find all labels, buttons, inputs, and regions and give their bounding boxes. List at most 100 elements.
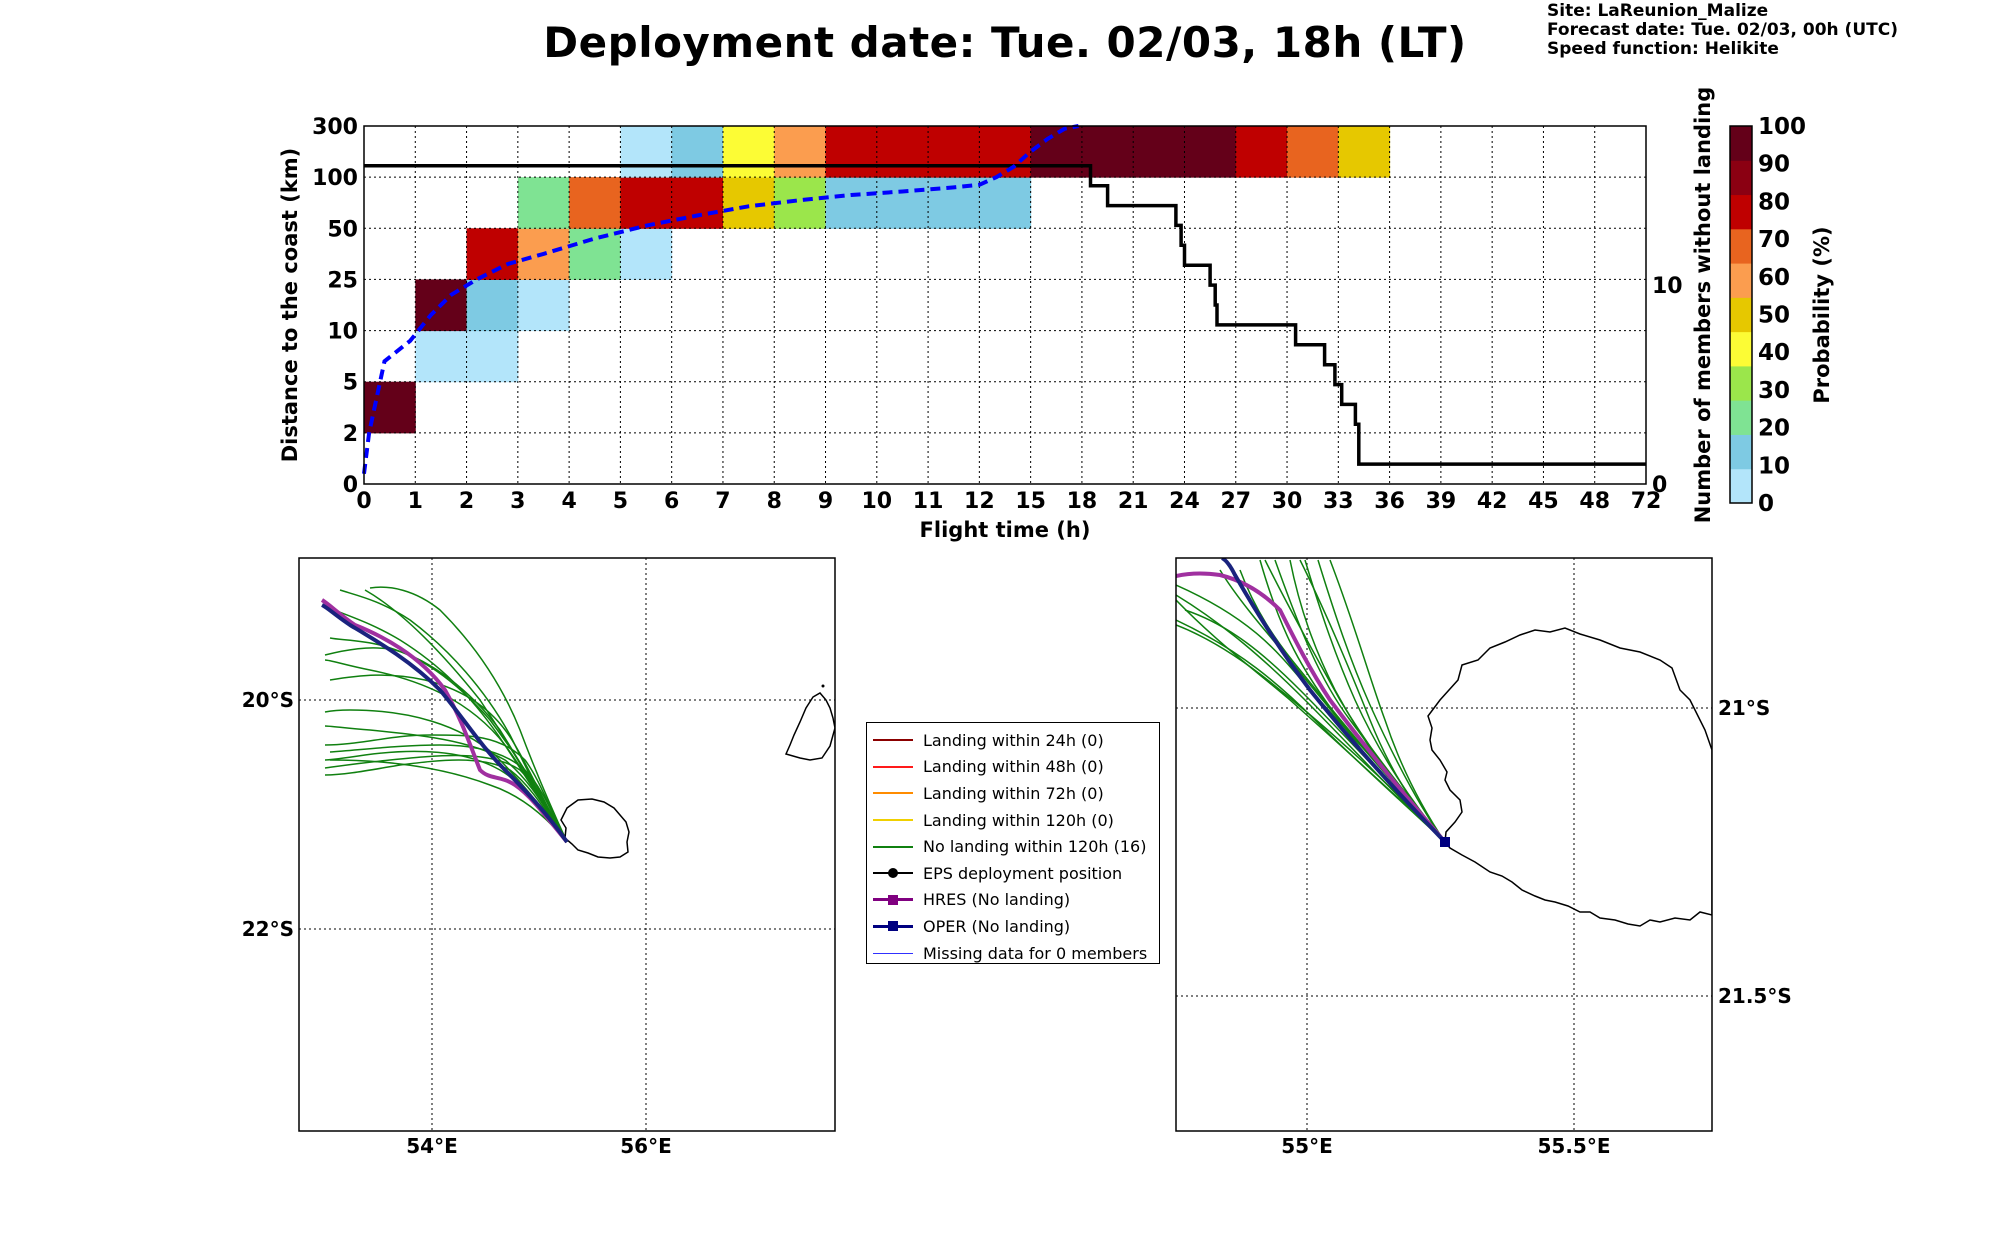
x-tick-label: 42	[1477, 489, 1508, 514]
wide-map-frame	[298, 557, 836, 1132]
heatmap-cell	[1184, 126, 1237, 178]
heatmap-cell	[1287, 126, 1339, 178]
colorbar-segment	[1730, 331, 1752, 367]
legend-entry: OPER (No landing)	[873, 913, 1153, 940]
colorbar-segment	[1730, 263, 1752, 298]
colorbar-ticks: 0 10 20 30 40 50 60 70 80 90 100	[1758, 114, 1806, 517]
y-tick-label: 5	[343, 371, 358, 396]
heatmap-cell	[671, 126, 724, 178]
legend-label: Missing data for 0 members	[923, 943, 1148, 963]
heatmap-cell	[620, 126, 673, 178]
colorbar-segment	[1730, 297, 1752, 333]
heatmap-cell	[466, 330, 519, 383]
heatmap-cell	[466, 279, 519, 332]
x-tick-label: 45	[1528, 489, 1559, 514]
colorbar-tick-label: 10	[1758, 453, 1790, 479]
colorbar-frame	[1729, 125, 1753, 504]
y-tick-label: 300	[312, 115, 358, 140]
forecast-date: Forecast date: Tue. 02/03, 00h (UTC)	[1547, 20, 1898, 40]
legend-label: Landing within 120h (0)	[923, 810, 1114, 830]
colorbar-tick-label: 20	[1758, 416, 1790, 442]
zoom-trajectory-map: 55°E 55.5°E 21°S 21.5°S	[1175, 557, 1792, 1158]
colorbar-segment	[1730, 160, 1752, 196]
right-y-tick-label: 10	[1652, 274, 1683, 299]
heatmap-x-ticks: 0 1 2 3 4 5 6 7 8 9 10 11 12 15 18 21 24 27 30 33 36 39 42 45 48…	[356, 489, 1661, 514]
x-axis-label: Flight time (h)	[920, 518, 1091, 542]
legend-label: HRES (No landing)	[923, 890, 1071, 910]
x-tick-label: 15	[1015, 489, 1046, 514]
colorbar-segment	[1730, 126, 1752, 161]
lon-tick-55e: 55°E	[1281, 1134, 1333, 1158]
legend-label: EPS deployment position	[923, 863, 1123, 883]
lat-tick-21-5s: 21.5°S	[1718, 984, 1792, 1008]
heatmap-cells	[364, 126, 1391, 434]
ensemble-member-trajectories	[324, 586, 568, 843]
heatmap-cell	[825, 177, 878, 229]
heatmap-cell	[722, 177, 775, 229]
colorbar-tick-label: 30	[1758, 378, 1790, 404]
y-tick-label: 10	[327, 320, 358, 345]
colorbar-segment	[1730, 468, 1752, 504]
legend-entry: EPS deployment position	[873, 860, 1153, 887]
y-tick-label: 50	[327, 217, 358, 242]
heatmap-cell	[569, 228, 621, 280]
legend-swatch	[873, 760, 913, 774]
legend-entry: Missing data for 0 members	[873, 940, 1153, 967]
x-tick-label: 5	[613, 489, 628, 514]
hres-trajectory	[320, 598, 569, 844]
site-info: Site: LaReunion_Malize Forecast date: Tu…	[1547, 2, 1898, 59]
legend-label: OPER (No landing)	[923, 916, 1071, 936]
y-tick-label: 2	[343, 422, 358, 447]
lat-tick-22s: 22°S	[242, 917, 294, 941]
heatmap-cell	[928, 126, 980, 178]
colorbar-label: Probability (%)	[1810, 226, 1834, 403]
colorbar-tick-label: 100	[1758, 114, 1806, 140]
right-y-tick-label: 0	[1652, 473, 1667, 498]
mauritius-island-outline	[784, 692, 835, 761]
x-tick-label: 3	[510, 489, 525, 514]
legend-swatch	[873, 866, 913, 880]
right-y-axis-label: Number of members without landing	[1691, 87, 1715, 524]
chart-title: Deployment date: Tue. 02/03, 18h (LT)	[543, 18, 1467, 67]
x-tick-label: 39	[1426, 489, 1457, 514]
colorbar-segment	[1730, 365, 1752, 401]
x-tick-label: 18	[1067, 489, 1098, 514]
x-tick-label: 24	[1169, 489, 1200, 514]
heatmap-chart: 0 1 2 3 4 5 6 7 8 9 10 11 12 15 18 21 24 27 30 33 36 39 42 45 48…	[278, 87, 1715, 542]
legend-swatch	[873, 893, 913, 907]
legend-entry: No landing within 120h (16)	[873, 833, 1153, 860]
x-tick-label: 10	[861, 489, 892, 514]
colorbar-tick-label: 70	[1758, 227, 1790, 253]
x-tick-label: 2	[459, 489, 474, 514]
x-tick-label: 7	[715, 489, 730, 514]
colorbar: 0 10 20 30 40 50 60 70 80 90 100 Probability (%)	[1729, 114, 1834, 517]
heatmap-cell	[1235, 126, 1288, 178]
heatmap-frame	[363, 125, 1647, 485]
legend-entry: Landing within 24h (0)	[873, 727, 1153, 754]
legend-label: Landing within 24h (0)	[923, 730, 1104, 750]
lat-tick-20s: 20°S	[242, 688, 294, 712]
lon-tick-55-5e: 55.5°E	[1537, 1134, 1610, 1158]
colorbar-tick-label: 0	[1758, 491, 1774, 517]
x-tick-label: 27	[1220, 489, 1251, 514]
y-tick-label: 25	[327, 268, 358, 293]
colorbar-tick-label: 80	[1758, 189, 1790, 215]
legend-entry: Landing within 120h (0)	[873, 807, 1153, 834]
heatmap-cell	[1338, 126, 1391, 178]
colorbar-tick-label: 40	[1758, 340, 1790, 366]
colorbar-tick-label: 90	[1758, 152, 1790, 178]
lat-tick-21s: 21°S	[1718, 696, 1770, 720]
lon-tick-56e: 56°E	[620, 1134, 672, 1158]
heatmap-cell	[774, 177, 827, 229]
x-tick-label: 33	[1323, 489, 1354, 514]
reunion-zoom-outline	[1427, 627, 1712, 927]
legend-entry: Landing within 72h (0)	[873, 780, 1153, 807]
map-legend: Landing within 24h (0) Landing within 48h…	[866, 722, 1160, 964]
heatmap-cell	[825, 126, 878, 178]
heatmap-cell	[1133, 126, 1185, 178]
x-tick-label: 1	[408, 489, 423, 514]
lon-tick-54e: 54°E	[406, 1134, 458, 1158]
colorbar-tick-label: 50	[1758, 303, 1790, 329]
legend-swatch	[873, 919, 913, 933]
